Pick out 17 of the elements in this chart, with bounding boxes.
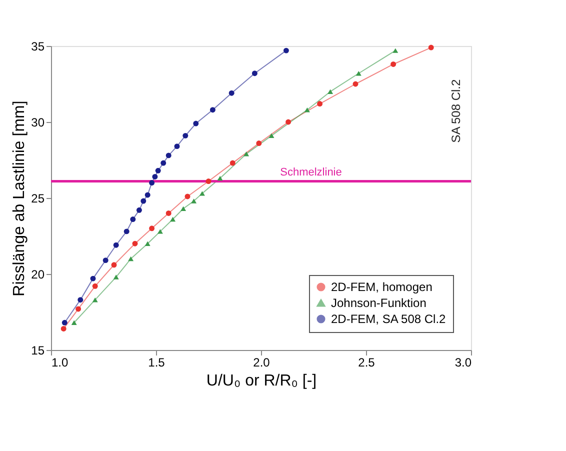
x-axis-title: U/U₀ or R/R₀ [-] xyxy=(206,372,317,390)
x-tick-label: 2.0 xyxy=(253,356,270,370)
x-tick-label: 2.5 xyxy=(358,356,376,370)
y-tick-label: 15 xyxy=(31,344,45,358)
legend-label: Johnson-Funktion xyxy=(331,296,426,310)
y-tick-label: 25 xyxy=(31,192,45,206)
annotation: SA 508 Cl.2 xyxy=(449,78,463,143)
y-axis-title: Risslänge ab Lastlinie [mm] xyxy=(11,100,28,296)
x-tick-label: 1.0 xyxy=(52,356,69,370)
y-tick-label: 30 xyxy=(31,116,45,130)
y-tick-label: 20 xyxy=(31,268,45,282)
ref-line-label: Schmelzlinie xyxy=(280,166,342,178)
legend-label: 2D-FEM, homogen xyxy=(331,280,432,294)
x-tick-label: 3.0 xyxy=(454,356,472,370)
y-tick-label: 35 xyxy=(31,40,45,54)
legend-label: 2D-FEM, SA 508 Cl.2 xyxy=(331,312,446,326)
x-tick-label: 1.5 xyxy=(148,356,166,370)
